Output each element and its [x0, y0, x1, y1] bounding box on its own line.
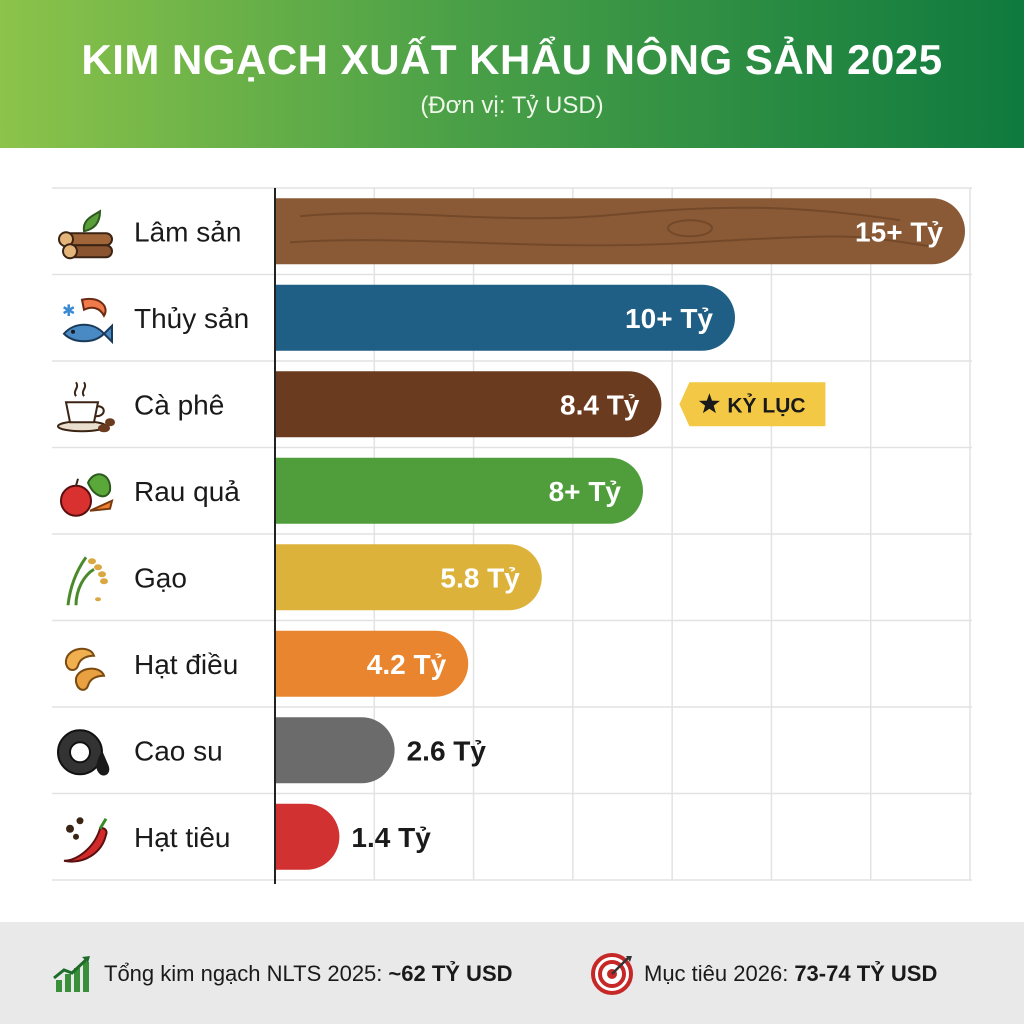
footer-bar: Tổng kim ngạch NLTS 2025: ~62 TỶ USD Mục…: [0, 922, 1024, 1024]
wood-grain-line: [289, 235, 931, 248]
tire-icon: [57, 729, 110, 776]
bar: [275, 284, 735, 351]
wood-grain-line: [299, 206, 901, 222]
cashew-icon: [64, 647, 106, 691]
value-label: 1.4 Tỷ: [351, 822, 431, 853]
category-label: Thủy sản: [134, 303, 249, 334]
category-label: Hạt tiêu: [134, 822, 231, 853]
growth-chart-icon: [53, 956, 90, 992]
chart-title: KIM NGẠCH XUẤT KHẨU NÔNG SẢN 2025: [81, 36, 943, 83]
rice-plant-icon: [66, 556, 108, 606]
total-label: Tổng kim ngạch NLTS 2025:: [104, 961, 383, 986]
header-banner: KIM NGẠCH XUẤT KHẨU NÔNG SẢN 2025 (Đơn v…: [0, 0, 1024, 148]
fruit-vegetable-icon: [60, 473, 114, 517]
annotations: KỶ LỤC: [679, 382, 826, 427]
value-label: 4.2 Tỷ: [367, 649, 447, 680]
svg-text:✱: ✱: [62, 301, 75, 320]
record-badge-text: KỶ LỤC: [727, 394, 805, 417]
value-label: 8.4 Tỷ: [560, 389, 640, 420]
bar: [275, 630, 469, 697]
target-icon: [591, 953, 633, 995]
coffee-cup-icon: [57, 381, 115, 433]
value-label: 15+ Tỷ: [855, 216, 943, 247]
total-summary: Tổng kim ngạch NLTS 2025: ~62 TỶ USD: [50, 952, 513, 996]
wood-grain: [289, 206, 931, 248]
bar: [275, 198, 966, 265]
category-label: Lâm sản: [134, 216, 241, 247]
value-label: 10+ Tỷ: [625, 303, 713, 334]
wood-logs-icon: [58, 209, 113, 260]
value-label: 8+ Tỷ: [549, 476, 622, 507]
category-icons: ✱: [57, 209, 115, 863]
bar: [275, 717, 395, 784]
bar: [275, 544, 542, 611]
target-label: Mục tiêu 2026:: [644, 961, 789, 986]
category-label: Cà phê: [134, 389, 224, 420]
bar: [275, 371, 662, 438]
wood-knot: [667, 219, 713, 238]
value-label: 2.6 Tỷ: [407, 735, 487, 766]
bar: [275, 803, 340, 870]
chili-pepper-icon: [63, 817, 108, 863]
chart-subtitle: (Đơn vị: Tỷ USD): [420, 92, 604, 119]
category-labels: Lâm sản Thủy sản Cà phê Rau quả Gạo Hạt điều C…: [134, 216, 249, 853]
value-label: 5.8 Tỷ: [440, 562, 520, 593]
bar-chart: ✱ Lâm sản Thủy sản Cà phê Rau quả Gạo Hạt điề…: [0, 148, 1024, 920]
category-label: Hạt điều: [134, 649, 238, 680]
bars: [275, 198, 966, 870]
seafood-icon: ✱: [62, 297, 113, 345]
record-badge: [679, 382, 826, 427]
bar: [275, 457, 644, 524]
value-labels: 15+ Tỷ 10+ Tỷ 8.4 Tỷ 8+ Tỷ 5.8 Tỷ 4.2 Tỷ 2.6 T…: [351, 216, 943, 853]
category-label: Cao su: [134, 735, 223, 766]
category-label: Rau quả: [134, 476, 240, 507]
target-summary: Mục tiêu 2026: 73-74 TỶ USD: [590, 952, 937, 996]
star-icon: [698, 393, 720, 414]
total-value: ~62 TỶ USD: [388, 961, 513, 986]
bar-chart-svg: ✱ Lâm sản Thủy sản Cà phê Rau quả Gạo Hạt điề…: [52, 187, 972, 884]
category-label: Gạo: [134, 562, 187, 593]
grid: [52, 187, 972, 881]
target-value: 73-74 TỶ USD: [794, 961, 938, 986]
